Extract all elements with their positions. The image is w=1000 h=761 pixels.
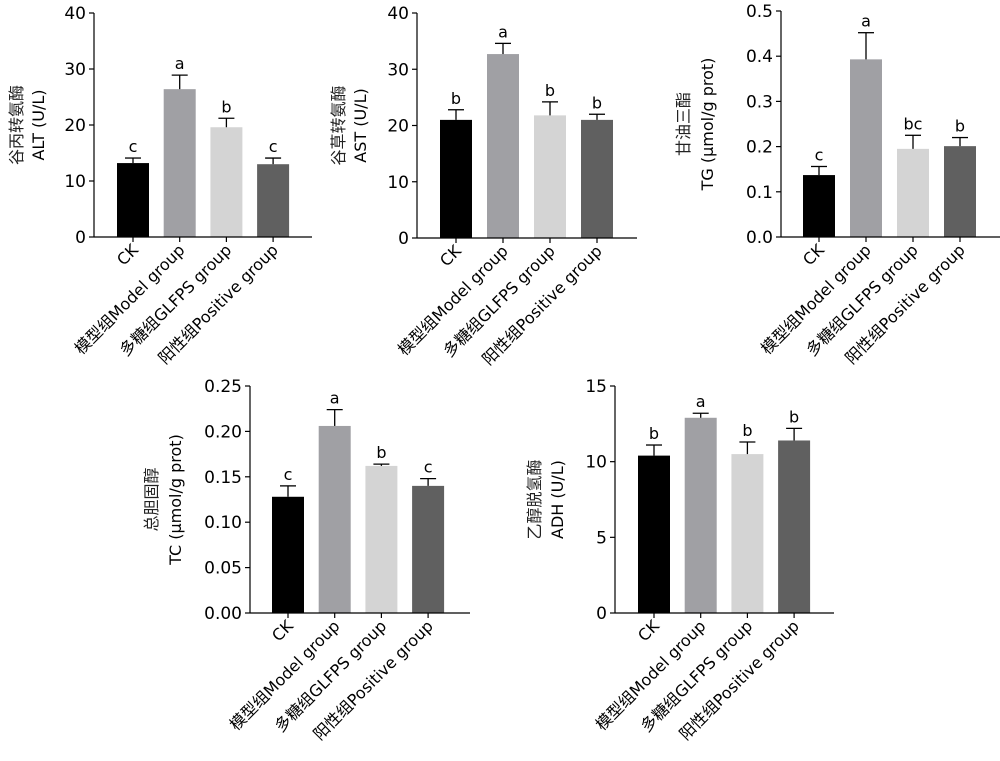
- category-label: CK: [436, 241, 465, 270]
- significance-label: b: [592, 93, 602, 112]
- significance-label: a: [330, 389, 340, 408]
- significance-label: a: [175, 54, 185, 73]
- significance-label: c: [269, 137, 278, 156]
- bar: [412, 485, 445, 613]
- y-tick-label: 40: [64, 4, 86, 24]
- bar: [318, 425, 351, 613]
- bar: [163, 89, 196, 237]
- bar: [487, 54, 519, 238]
- y-tick-label: 20: [387, 117, 409, 137]
- y-axis-title-cn: 甘油三酯: [674, 92, 693, 156]
- bar: [850, 59, 882, 237]
- bar: [117, 163, 149, 237]
- y-tick-label: 10: [387, 173, 409, 193]
- significance-label: a: [498, 22, 508, 41]
- bar: [638, 455, 670, 613]
- category-label: CK: [634, 616, 663, 645]
- significance-label: b: [376, 443, 386, 462]
- significance-label: b: [649, 424, 659, 443]
- y-axis-title-cn: 总胆固醇: [142, 467, 161, 531]
- y-tick-label: 0.3: [746, 92, 773, 112]
- bar: [440, 119, 472, 238]
- significance-label: c: [129, 137, 138, 156]
- significance-label: a: [861, 12, 871, 31]
- category-label: CK: [268, 616, 297, 645]
- y-tick-label: 0.2: [746, 138, 773, 158]
- y-tick-label: 0.15: [204, 468, 242, 488]
- y-tick-label: 15: [585, 377, 607, 397]
- y-tick-label: 0.10: [204, 513, 242, 533]
- y-tick-label: 0: [75, 228, 86, 248]
- significance-label: b: [221, 97, 231, 116]
- significance-label: b: [545, 81, 555, 100]
- y-axis-title-cn: 乙醇脱氢酶: [525, 459, 544, 539]
- y-axis-title-cn: 谷丙转氨酶: [7, 85, 26, 165]
- bar: [803, 175, 835, 237]
- bar: [897, 148, 929, 237]
- y-axis-title: TC (µmol/g prot): [166, 434, 185, 566]
- y-axis-title: AST (U/L): [351, 88, 370, 162]
- significance-label: a: [696, 392, 706, 411]
- y-tick-label: 0.05: [204, 559, 242, 579]
- y-tick-label: 40: [387, 4, 409, 24]
- bar: [534, 115, 566, 238]
- bar: [365, 465, 398, 613]
- bar: [731, 454, 764, 613]
- y-tick-label: 0.00: [204, 604, 242, 624]
- significance-label: b: [742, 421, 752, 440]
- y-tick-label: 0.1: [746, 183, 773, 203]
- y-tick-label: 0: [398, 229, 409, 249]
- significance-label: c: [284, 465, 293, 484]
- y-axis-title-cn: 谷草转氨酶: [329, 85, 348, 165]
- y-tick-label: 5: [596, 528, 607, 548]
- significance-label: bc: [904, 114, 923, 133]
- category-label: CK: [799, 240, 828, 269]
- bar: [581, 119, 613, 238]
- bar: [210, 127, 243, 237]
- significance-label: b: [789, 407, 799, 426]
- y-tick-label: 0.25: [204, 377, 242, 397]
- y-axis-title: ADH (U/L): [548, 460, 567, 539]
- y-tick-label: 20: [64, 116, 86, 136]
- y-tick-label: 0.0: [746, 228, 773, 248]
- y-tick-label: 10: [64, 172, 86, 192]
- y-tick-label: 0.5: [746, 2, 773, 22]
- significance-label: c: [424, 458, 433, 477]
- y-tick-label: 0.4: [746, 47, 773, 67]
- y-tick-label: 0.20: [204, 422, 242, 442]
- y-tick-label: 30: [64, 60, 86, 80]
- significance-label: c: [815, 145, 824, 164]
- bar: [684, 417, 717, 613]
- bar: [272, 496, 304, 613]
- y-tick-label: 30: [387, 60, 409, 80]
- y-tick-label: 0: [596, 604, 607, 624]
- significance-label: b: [955, 117, 965, 136]
- y-axis-title: TG (µmol/g prot): [698, 58, 717, 192]
- y-axis-title: ALT (U/L): [29, 89, 48, 160]
- bar: [944, 146, 976, 237]
- significance-label: b: [451, 89, 461, 108]
- y-tick-label: 10: [585, 453, 607, 473]
- bar: [257, 164, 290, 237]
- bar: [778, 440, 811, 613]
- category-label: CK: [113, 240, 142, 269]
